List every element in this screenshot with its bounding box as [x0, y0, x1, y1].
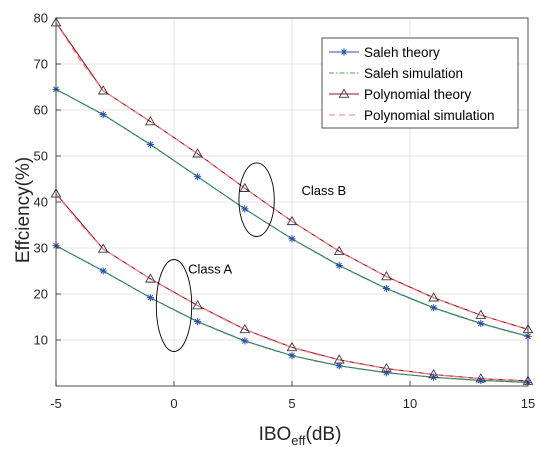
y-tick-label: 50 [34, 149, 48, 164]
poly-theory-point [475, 373, 487, 383]
x-tick-label: 10 [403, 396, 417, 411]
annotation-label: Class B [301, 183, 346, 198]
legend-label: Saleh theory [364, 45, 440, 60]
x-tick-label: -5 [50, 396, 62, 411]
saleh-theory-point [241, 337, 249, 345]
poly-theory-point [97, 85, 109, 95]
saleh-theory-point [335, 261, 343, 270]
legend-item-saleh-sim: Saleh simulation [329, 66, 463, 81]
poly-theory-point [286, 215, 298, 226]
y-tick-label: 20 [34, 287, 48, 302]
y-tick-label: 80 [34, 11, 48, 26]
y-tick-label: 60 [34, 103, 48, 118]
saleh-theory-point [194, 318, 202, 326]
x-tick-label: 0 [170, 396, 177, 411]
annotation-ellipse [238, 162, 275, 237]
saleh-theory-point [382, 284, 390, 293]
poly-theory-point [333, 354, 345, 364]
y-tick-label: 30 [34, 241, 48, 256]
saleh-sim-class-a-line [55, 245, 529, 383]
saleh-theory-point [241, 205, 249, 213]
saleh-theory-point [288, 235, 296, 243]
poly-theory-point [239, 323, 251, 334]
saleh-theory-point [99, 111, 107, 119]
annotations: Class B Class A [155, 162, 346, 352]
saleh-theory-point [382, 369, 390, 377]
x-tick-label: 5 [288, 396, 295, 411]
saleh-theory-point [194, 173, 202, 181]
poly-theory-class-a-line [55, 193, 529, 382]
poly-theory-point [333, 245, 345, 255]
saleh-theory-point [430, 304, 438, 312]
saleh-theory-point [146, 294, 154, 302]
legend-item-saleh-theory: Saleh theory [329, 45, 440, 60]
saleh-theory-point [146, 140, 154, 149]
y-axis-label: Effciency(%) [13, 157, 34, 263]
x-axis-label: IBOeff(dB) [259, 424, 342, 448]
saleh-theory-point [477, 319, 485, 328]
legend-marker [340, 48, 348, 56]
saleh-sim-class-b-line [55, 88, 529, 337]
poly-theory-point [192, 300, 203, 310]
poly-theory-point [475, 309, 487, 319]
poly-theory-point [381, 271, 392, 281]
y-tick-label: 40 [34, 195, 48, 210]
annotation-ellipse [155, 259, 193, 352]
poly-theory-point [192, 148, 203, 158]
saleh-theory-point [288, 352, 296, 360]
y-tick-label: 10 [34, 333, 48, 348]
saleh-theory-point [99, 267, 107, 275]
poly-theory-point [428, 292, 439, 302]
legend-label: Polynomial theory [364, 87, 472, 102]
legend-box [321, 37, 519, 129]
y-tick-label: 70 [34, 57, 48, 72]
legend-label: Polynomial simulation [364, 108, 495, 123]
poly-theory-point [239, 182, 251, 192]
legend-label: Saleh simulation [364, 66, 463, 81]
axis-ticks: -5 0 5 10 15 10 20 30 40 50 60 70 80 [34, 11, 536, 412]
poly-theory-point [145, 273, 156, 283]
poly-theory-point [286, 341, 298, 352]
poly-theory-point [381, 363, 392, 373]
legend-item-poly-theory: Polynomial theory [329, 87, 472, 102]
poly-theory-point [428, 369, 439, 379]
legend: Saleh theory Saleh simulation Polynomial t… [321, 37, 519, 129]
x-tick-label: 15 [521, 396, 535, 411]
annotation-label: Class A [188, 261, 232, 276]
poly-theory-point [97, 243, 109, 253]
legend-marker [338, 88, 350, 98]
legend-item-poly-sim: Polynomial simulation [329, 108, 495, 123]
saleh-theory-point [430, 373, 438, 381]
poly-sim-class-b-line [55, 22, 529, 330]
poly-theory-point [145, 116, 156, 126]
